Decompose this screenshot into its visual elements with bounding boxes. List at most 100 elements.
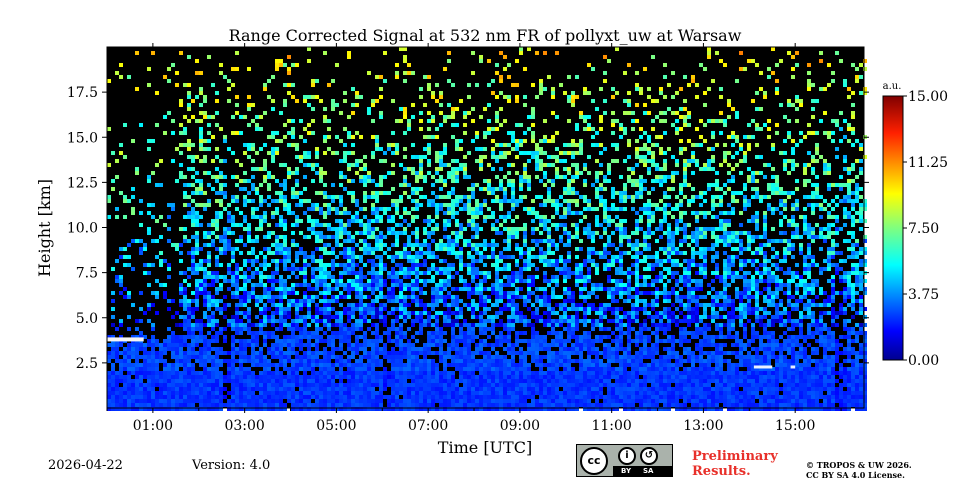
heatmap-cell (203, 271, 207, 275)
heatmap-cell (339, 243, 343, 247)
heatmap-cell (359, 247, 363, 251)
heatmap-cell (279, 403, 283, 407)
heatmap-cell (339, 339, 343, 343)
heatmap-cell (231, 223, 235, 227)
heatmap-cell (279, 299, 283, 303)
heatmap-cell (135, 387, 139, 391)
heatmap-cell (311, 379, 315, 383)
heatmap-cell (111, 407, 115, 411)
heatmap-cell (475, 227, 479, 231)
heatmap-cell (219, 263, 223, 267)
heatmap-cell (219, 251, 223, 255)
heatmap-cell (383, 79, 387, 83)
heatmap-cell (435, 167, 439, 171)
heatmap-cell (399, 339, 403, 343)
heatmap-cell (347, 131, 351, 135)
heatmap-cell (363, 331, 367, 335)
heatmap-cell (199, 327, 203, 331)
heatmap-cell (227, 211, 231, 215)
heatmap-cell (403, 387, 407, 391)
heatmap-cell (227, 363, 231, 367)
heatmap-cell (423, 407, 427, 411)
heatmap-cell (475, 407, 479, 411)
heatmap-cell (255, 383, 259, 387)
heatmap-cell (135, 367, 139, 371)
heatmap-cell (135, 171, 139, 175)
heatmap-cell (111, 403, 115, 407)
heatmap-cell (403, 107, 407, 111)
heatmap-cell (491, 215, 495, 219)
heatmap-cell (439, 299, 443, 303)
heatmap-cell (335, 311, 339, 315)
heatmap-cell (287, 251, 291, 255)
heatmap-cell (395, 203, 399, 207)
heatmap-cell (527, 363, 531, 367)
heatmap-cell (155, 311, 159, 315)
heatmap-cell (343, 391, 347, 395)
heatmap-cell (519, 227, 523, 231)
heatmap-cell (491, 127, 495, 131)
heatmap-cell (507, 255, 511, 259)
heatmap-cell (395, 403, 399, 407)
heatmap-cell (363, 263, 367, 267)
heatmap-cell (455, 179, 459, 183)
heatmap-cell (327, 351, 331, 355)
heatmap-cell (499, 167, 503, 171)
heatmap-cell (151, 343, 155, 347)
heatmap-cell (275, 319, 279, 323)
heatmap-cell (247, 383, 251, 387)
heatmap-cell (231, 291, 235, 295)
heatmap-cell (531, 379, 535, 383)
heatmap-cell (175, 247, 179, 251)
heatmap-cell (375, 195, 379, 199)
heatmap-cell (131, 355, 135, 359)
heatmap-cell (287, 307, 291, 311)
heatmap-cell (523, 263, 527, 267)
heatmap-cell (511, 131, 515, 135)
heatmap-cell (455, 303, 459, 307)
heatmap-cell (491, 199, 495, 203)
heatmap-cell (347, 247, 351, 251)
heatmap-cell (555, 171, 559, 175)
heatmap-cell (287, 399, 291, 403)
heatmap-cell (211, 83, 215, 87)
heatmap-cell (315, 323, 319, 327)
heatmap-cell (123, 255, 127, 259)
heatmap-cell (495, 115, 499, 119)
heatmap-cell (299, 339, 303, 343)
heatmap-cell (567, 327, 571, 331)
heatmap-cell (175, 343, 179, 347)
heatmap-cell (299, 191, 303, 195)
heatmap-cell (379, 295, 383, 299)
heatmap-cell (279, 251, 283, 255)
heatmap-cell (303, 327, 307, 331)
heatmap-cell (375, 271, 379, 275)
heatmap-cell (559, 383, 563, 387)
heatmap-cell (443, 299, 447, 303)
heatmap-cell (195, 379, 199, 383)
heatmap-cell (447, 363, 451, 367)
heatmap-cell (551, 363, 555, 367)
heatmap-cell (151, 391, 155, 395)
heatmap-cell (507, 143, 511, 147)
heatmap-cell (315, 79, 319, 83)
heatmap-cell (491, 359, 495, 363)
heatmap-cell (123, 383, 127, 387)
heatmap-cell (139, 123, 143, 127)
heatmap-cell (319, 327, 323, 331)
heatmap-cell (251, 251, 255, 255)
heatmap-cell (499, 307, 503, 311)
heatmap-cell (123, 155, 127, 159)
heatmap-cell (195, 407, 199, 411)
heatmap-cell (411, 379, 415, 383)
heatmap-cell (379, 219, 383, 223)
heatmap-cell (463, 403, 467, 407)
heatmap-cell (151, 347, 155, 351)
heatmap-cell (211, 327, 215, 331)
heatmap-cell (175, 351, 179, 355)
heatmap-cell (215, 255, 219, 259)
heatmap-cell (363, 335, 367, 339)
heatmap-cell (131, 239, 135, 243)
heatmap-cell (443, 371, 447, 375)
heatmap-cell (319, 339, 323, 343)
